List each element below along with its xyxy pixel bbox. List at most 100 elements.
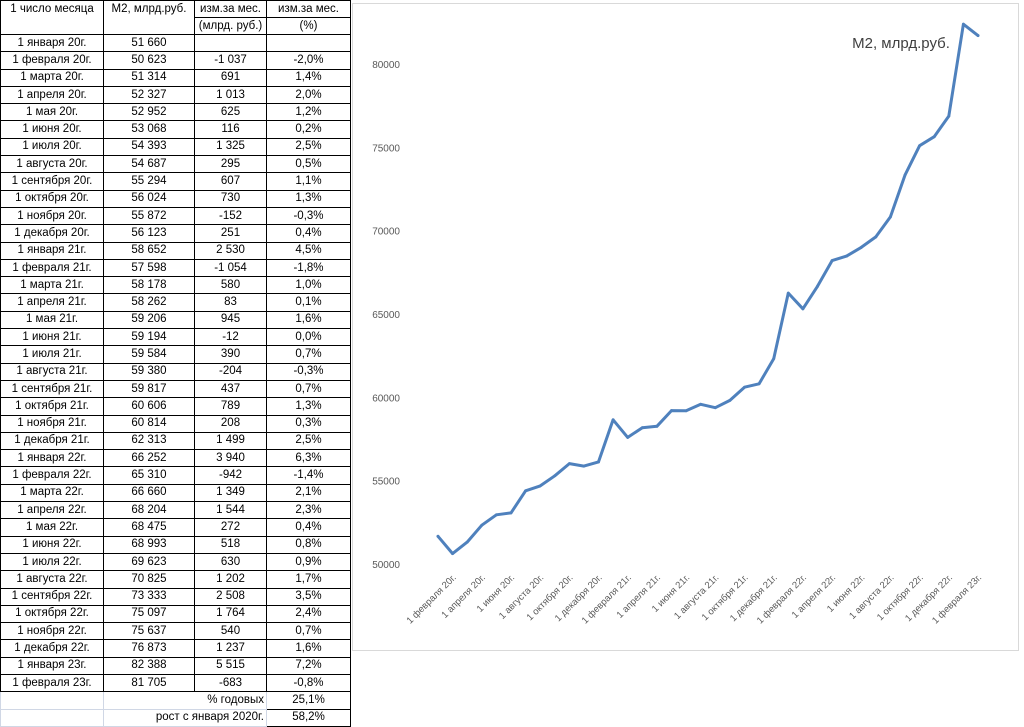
change-pct-cell[interactable]: 0,2% [266,120,351,139]
m2-cell[interactable]: 58 652 [103,241,195,260]
date-cell[interactable]: 1 января 22г. [0,449,104,468]
change-pct-cell[interactable]: 3,5% [266,587,351,606]
change-pct-cell[interactable]: 0,1% [266,293,351,312]
date-cell[interactable]: 1 ноября 21г. [0,414,104,433]
summary-value[interactable]: 58,2% [266,708,351,727]
date-cell[interactable]: 1 февраля 22г. [0,466,104,485]
date-cell[interactable]: 1 апреля 22г. [0,501,104,520]
change-abs-cell[interactable]: 83 [194,293,267,312]
change-abs-cell[interactable]: 272 [194,518,267,537]
m2-cell[interactable]: 66 660 [103,483,195,503]
change-pct-cell[interactable]: 0,4% [266,518,351,537]
date-cell[interactable]: 1 апреля 21г. [0,293,104,312]
m2-cell[interactable]: 51 314 [103,68,195,87]
change-pct-cell[interactable]: 1,3% [266,189,351,208]
change-pct-cell[interactable]: 7,2% [266,656,351,675]
change-abs-cell[interactable]: 540 [194,622,267,641]
change-abs-cell[interactable]: 518 [194,535,267,554]
change-abs-cell[interactable]: 1 764 [194,604,267,624]
m2-cell[interactable]: 68 475 [103,518,195,537]
change-pct-cell[interactable]: 0,4% [266,224,351,243]
change-abs-cell[interactable] [194,33,267,53]
change-pct-cell[interactable]: -2,0% [266,51,351,70]
m2-cell[interactable]: 75 637 [103,622,195,641]
m2-cell[interactable]: 51 660 [103,33,195,53]
date-cell[interactable]: 1 июня 20г. [0,120,104,139]
m2-cell[interactable]: 57 598 [103,258,195,278]
m2-cell[interactable]: 68 204 [103,501,195,520]
change-pct-cell[interactable]: 0,9% [266,552,351,572]
change-pct-cell[interactable]: 2,1% [266,483,351,503]
change-pct-cell[interactable]: 1,0% [266,276,351,295]
change-abs-cell[interactable]: 1 499 [194,431,267,451]
change-pct-cell[interactable]: -0,8% [266,673,351,693]
change-pct-cell[interactable]: 0,3% [266,414,351,433]
date-cell[interactable]: 1 февраля 21г. [0,258,104,278]
date-cell[interactable]: 1 июля 22г. [0,552,104,572]
date-cell[interactable]: 1 июля 20г. [0,137,104,157]
change-pct-cell[interactable]: -1,8% [266,258,351,278]
change-abs-cell[interactable]: 251 [194,224,267,243]
change-abs-cell[interactable]: 580 [194,276,267,295]
change-abs-cell[interactable]: 437 [194,379,267,399]
change-abs-cell[interactable]: 789 [194,397,267,416]
header-cell[interactable]: (%) [266,17,351,35]
m2-cell[interactable]: 66 252 [103,449,195,468]
change-pct-cell[interactable]: 1,6% [266,310,351,330]
m2-cell[interactable]: 59 206 [103,310,195,330]
header-cell[interactable]: изм.за мес. [194,0,267,18]
header-cell[interactable]: 1 число месяца [0,0,104,18]
change-abs-cell[interactable]: 208 [194,414,267,433]
date-cell[interactable]: 1 августа 21г. [0,362,104,381]
header-cell[interactable] [0,17,104,35]
m2-cell[interactable]: 59 584 [103,345,195,364]
change-pct-cell[interactable]: 2,0% [266,85,351,105]
change-abs-cell[interactable]: 2 508 [194,587,267,606]
date-cell[interactable]: 1 марта 20г. [0,68,104,87]
date-cell[interactable]: 1 декабря 21г. [0,431,104,451]
change-abs-cell[interactable]: 1 202 [194,570,267,589]
m2-cell[interactable]: 50 623 [103,51,195,70]
change-abs-cell[interactable]: 295 [194,155,267,174]
date-cell[interactable]: 1 ноября 20г. [0,206,104,226]
header-cell[interactable]: М2, млрд.руб. [103,0,195,18]
date-cell[interactable]: 1 мая 21г. [0,310,104,330]
change-abs-cell[interactable]: 1 544 [194,501,267,520]
empty-cell[interactable] [0,691,104,710]
date-cell[interactable]: 1 октября 22г. [0,604,104,624]
date-cell[interactable]: 1 мая 22г. [0,518,104,537]
m2-cell[interactable]: 55 294 [103,172,195,191]
change-abs-cell[interactable]: -1 037 [194,51,267,70]
date-cell[interactable]: 1 ноября 22г. [0,622,104,641]
date-cell[interactable]: 1 октября 21г. [0,397,104,416]
date-cell[interactable]: 1 июня 21г. [0,328,104,347]
m2-cell[interactable]: 65 310 [103,466,195,485]
change-pct-cell[interactable]: 2,3% [266,501,351,520]
summary-label[interactable]: рост с января 2020г. [103,708,267,727]
change-abs-cell[interactable]: -1 054 [194,258,267,278]
change-pct-cell[interactable]: 0,0% [266,328,351,347]
change-pct-cell[interactable]: -1,4% [266,466,351,485]
change-abs-cell[interactable]: -942 [194,466,267,485]
m2-cell[interactable]: 54 393 [103,137,195,157]
date-cell[interactable]: 1 августа 22г. [0,570,104,589]
date-cell[interactable]: 1 февраля 20г. [0,51,104,70]
change-abs-cell[interactable]: 116 [194,120,267,139]
change-abs-cell[interactable]: -204 [194,362,267,381]
m2-cell[interactable]: 82 388 [103,656,195,675]
m2-cell[interactable]: 75 097 [103,604,195,624]
m2-cell[interactable]: 60 606 [103,397,195,416]
change-pct-cell[interactable]: 4,5% [266,241,351,260]
date-cell[interactable]: 1 марта 21г. [0,276,104,295]
change-abs-cell[interactable]: 3 940 [194,449,267,468]
m2-cell[interactable]: 81 705 [103,673,195,693]
change-abs-cell[interactable]: 625 [194,103,267,122]
m2-cell[interactable]: 58 262 [103,293,195,312]
change-pct-cell[interactable]: 2,5% [266,137,351,157]
change-pct-cell[interactable]: 1,3% [266,397,351,416]
change-pct-cell[interactable]: 0,8% [266,535,351,554]
date-cell[interactable]: 1 декабря 20г. [0,224,104,243]
change-abs-cell[interactable]: -683 [194,673,267,693]
m2-cell[interactable]: 54 687 [103,155,195,174]
change-pct-cell[interactable]: 0,7% [266,379,351,399]
